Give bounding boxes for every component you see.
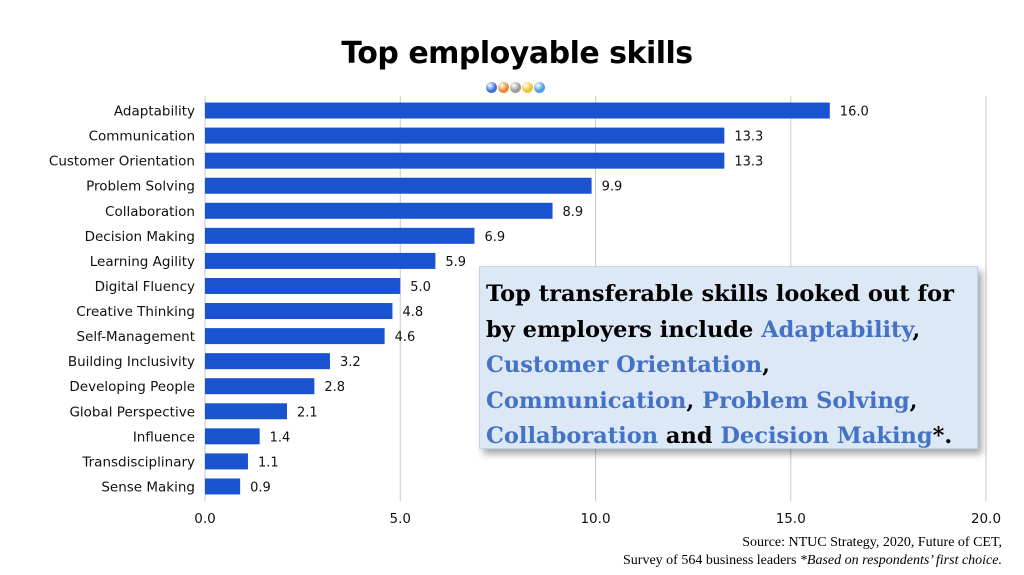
category-label: Transdisciplinary: [81, 454, 195, 470]
dot-yellow-icon: [522, 82, 533, 93]
callout-customer-orientation: Customer Orientation: [486, 352, 763, 378]
data-label: 5.9: [445, 255, 466, 270]
bar: [205, 102, 830, 119]
data-label: 13.3: [734, 130, 763, 145]
x-tick-label: 10.0: [580, 511, 610, 527]
data-label: 3.2: [340, 355, 361, 370]
category-label: Developing People: [69, 379, 195, 395]
category-label: Creative Thinking: [76, 304, 195, 320]
category-label: Communication: [89, 129, 195, 145]
x-tick-label: 5.0: [390, 511, 411, 527]
category-label: Decision Making: [85, 229, 195, 245]
bar: [205, 303, 393, 320]
data-label: 13.3: [734, 155, 763, 170]
category-label: Sense Making: [101, 479, 195, 495]
x-tick-label: 20.0: [971, 511, 1001, 527]
data-label: 5.0: [410, 280, 431, 295]
data-label: 16.0: [840, 105, 869, 120]
callout-text: Top transferable skills looked out for b…: [486, 281, 955, 343]
category-label: Customer Orientation: [49, 154, 195, 170]
category-label: Learning Agility: [90, 254, 195, 270]
data-label: 0.9: [250, 480, 271, 495]
category-label: Digital Fluency: [95, 279, 195, 295]
data-label: 1.1: [258, 455, 279, 470]
data-label: 2.1: [297, 405, 318, 420]
dot-gray-icon: [510, 82, 521, 93]
callout-text: and: [658, 423, 721, 449]
bar: [205, 428, 260, 445]
source-survey: Survey of 564 business leaders: [623, 553, 800, 568]
callout-decision-making: Decision Making: [720, 423, 933, 449]
bar: [205, 277, 401, 294]
category-label: Collaboration: [105, 204, 195, 220]
dot-lightblue-icon: [534, 82, 545, 93]
dot-orange-icon: [498, 82, 509, 93]
category-label: Building Inclusivity: [68, 354, 195, 370]
source-line-2: Survey of 564 business leaders *Based on…: [623, 552, 1002, 570]
callout-collaboration: Collaboration: [486, 423, 659, 449]
bar: [205, 177, 592, 194]
data-label: 4.8: [402, 305, 423, 320]
callout-text: ,: [686, 387, 703, 414]
callout-communication: Communication: [486, 387, 687, 414]
bar: [205, 328, 385, 345]
callout-problem-solving: Problem Solving: [702, 387, 910, 414]
bar: [205, 453, 248, 470]
source-footnote: *Based on respondents’ first choice.: [799, 553, 1002, 568]
category-label: Self-Management: [77, 329, 195, 345]
data-label: 9.9: [602, 180, 623, 195]
callout-box: Top transferable skills looked out for b…: [479, 266, 978, 449]
callout-text: ,: [912, 316, 921, 343]
category-label: Problem Solving: [86, 179, 195, 195]
callout-text: ,: [762, 352, 770, 378]
bar: [205, 252, 436, 269]
bar: [205, 127, 725, 144]
bar: [205, 378, 315, 395]
source-line-1: Source: NTUC Strategy, 2020, Future of C…: [742, 535, 1002, 550]
bar: [205, 353, 330, 370]
bar: [205, 202, 553, 219]
chart-title: Top employable skills: [341, 36, 693, 71]
category-label: Adaptability: [114, 104, 195, 120]
decorative-dots: [486, 82, 545, 93]
data-label: 2.8: [324, 380, 345, 395]
bar: [205, 478, 241, 495]
callout-text: ,: [909, 387, 918, 414]
x-tick-label: 0.0: [194, 511, 215, 527]
source-note: Source: NTUC Strategy, 2020, Future of C…: [623, 534, 1002, 570]
callout-adaptability: Adaptability: [761, 316, 913, 343]
bar: [205, 227, 475, 244]
data-label: 8.9: [563, 205, 584, 220]
category-label: Global Perspective: [69, 404, 195, 420]
data-label: 1.4: [270, 430, 291, 445]
bar: [205, 152, 725, 169]
data-label: 6.9: [484, 230, 505, 245]
x-tick-label: 15.0: [776, 511, 806, 527]
category-label: Influence: [133, 429, 195, 445]
callout-text: *.: [932, 423, 953, 449]
dot-blue-icon: [486, 82, 497, 93]
bar: [205, 403, 288, 420]
data-label: 4.6: [395, 330, 416, 345]
